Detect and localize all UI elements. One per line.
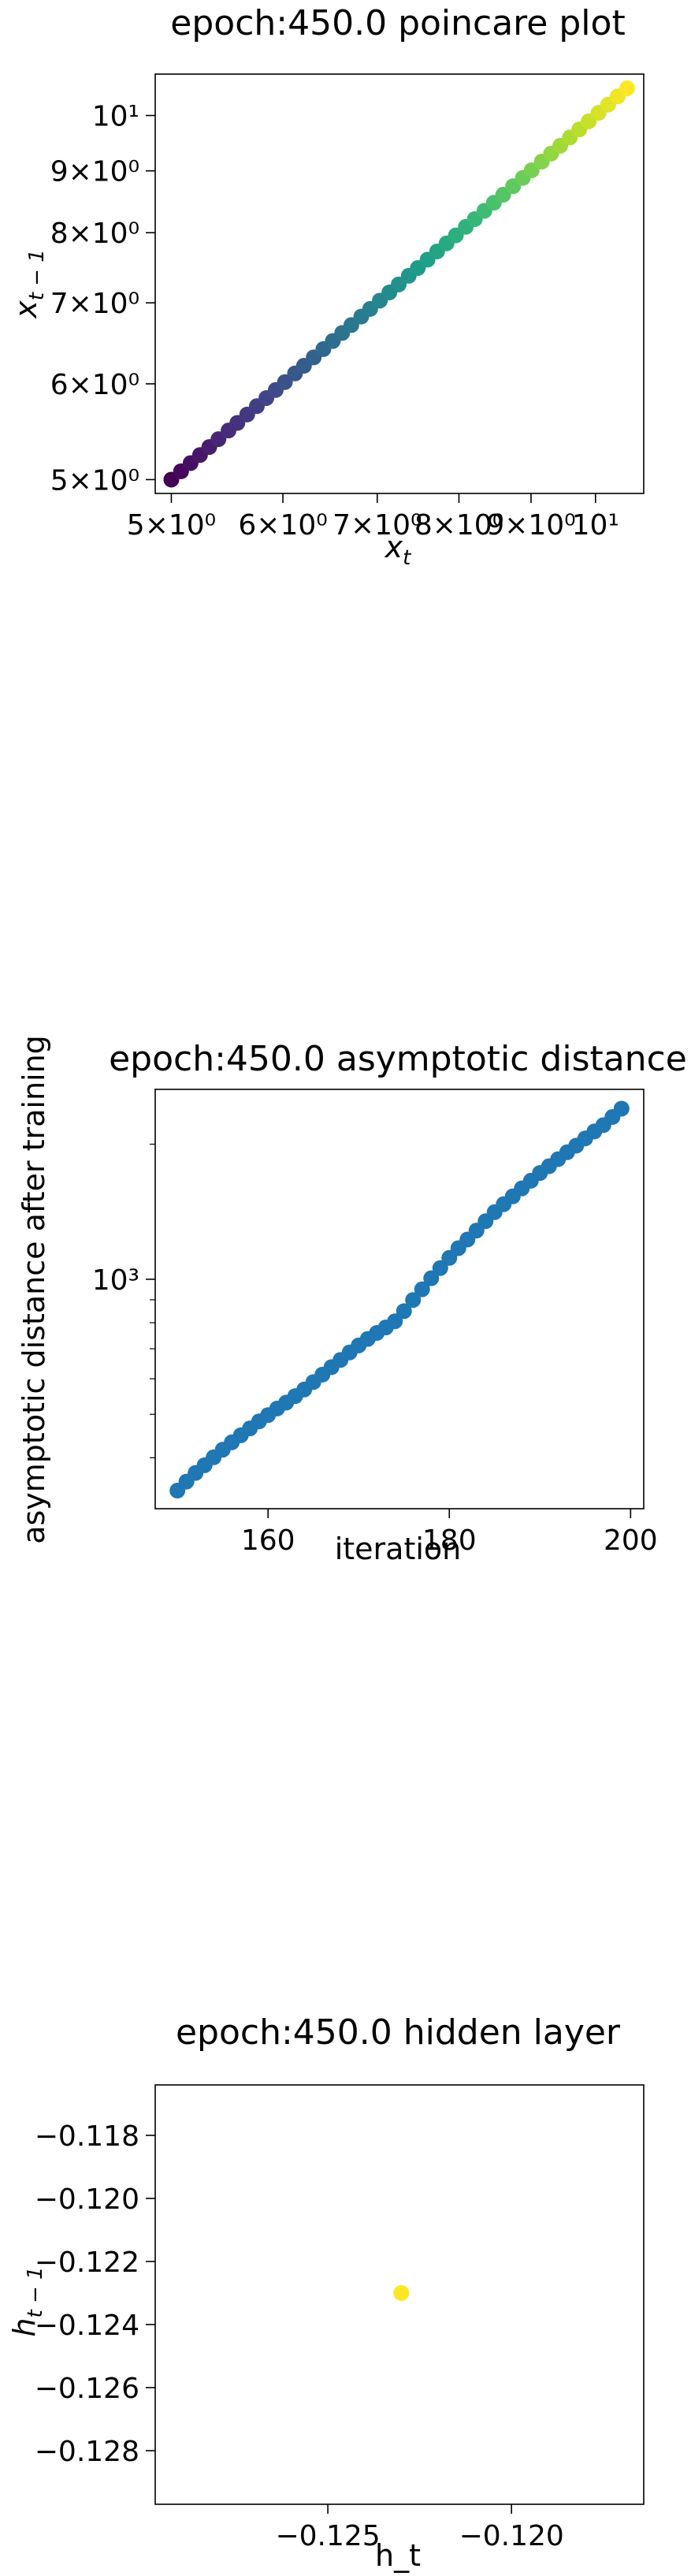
x-tick-label: 8×10⁰ — [414, 509, 503, 542]
y-axis-label: ht − 1 — [7, 2266, 47, 2336]
x-tick-label: 10¹ — [572, 509, 619, 542]
x-tick-label: 200 — [604, 1524, 658, 1557]
chart-poincare: epoch:450.0 poincare plot 5×10⁰ 6×10⁰ 7×10… — [9, 3, 645, 570]
plot-frame — [154, 2084, 645, 2505]
scatter-series — [393, 2285, 410, 2301]
x-axis-ticks: 160 180 200 — [241, 1509, 658, 1557]
x-axis-label: xt — [385, 530, 412, 570]
scatter-point — [405, 1292, 422, 1308]
scatter-series — [163, 80, 635, 488]
y-tick-label: 9×10⁰ — [50, 156, 139, 188]
x-tick-label: 160 — [241, 1524, 295, 1557]
scatter-point — [393, 2285, 410, 2301]
y-tick-label: −0.126 — [35, 2373, 139, 2405]
y-axis-label: xt − 1 — [9, 249, 49, 319]
y-tick-label: 8×10⁰ — [50, 218, 139, 250]
y-tick-label: −0.124 — [35, 2310, 139, 2342]
y-axis-ticks: 5×10⁰ 6×10⁰ 7×10⁰ 8×10⁰ 9×10⁰ 10¹ — [50, 101, 155, 497]
x-tick-label: −0.125 — [275, 2520, 380, 2552]
y-tick-label: 10³ — [92, 1264, 139, 1297]
scatter-point — [414, 1281, 430, 1297]
x-axis-label: iteration — [335, 1532, 462, 1566]
x-axis-ticks: −0.125 −0.120 — [275, 2504, 564, 2552]
y-tick-label: 5×10⁰ — [50, 464, 139, 497]
scatter-point — [619, 80, 635, 97]
y-axis-label: asymptotic distance after training — [17, 1035, 51, 1544]
y-tick-label: −0.122 — [35, 2247, 139, 2279]
chart-asymptotic-distance: epoch:450.0 asymptotic distance 160 180 20… — [17, 1035, 687, 1566]
scatter-point — [387, 1313, 403, 1330]
x-axis-label: h_t — [375, 2538, 421, 2573]
y-tick-label: −0.118 — [35, 2120, 139, 2153]
chart-title: epoch:450.0 poincare plot — [170, 3, 625, 43]
y-tick-label: −0.128 — [35, 2436, 139, 2468]
y-axis-ticks: −0.118 −0.120 −0.122 −0.124 −0.126 −0.128 — [35, 2120, 155, 2468]
y-tick-label: −0.120 — [35, 2183, 139, 2216]
scatter-point — [423, 1270, 440, 1286]
scatter-series — [169, 1100, 630, 1499]
chart-title: epoch:450.0 hidden layer — [176, 2012, 621, 2053]
x-tick-label: 6×10⁰ — [238, 509, 327, 542]
x-tick-label: 5×10⁰ — [127, 509, 216, 542]
chart-title: epoch:450.0 asymptotic distance — [109, 1039, 687, 1079]
x-tick-label: −0.120 — [459, 2520, 564, 2552]
plot-frame — [154, 1089, 645, 1509]
chart-hidden-layer: epoch:450.0 hidden layer −0.125 −0.120 −0… — [7, 2012, 645, 2573]
x-tick-label: 180 — [422, 1524, 477, 1557]
y-tick-label: 7×10⁰ — [50, 288, 139, 320]
x-tick-label: 9×10⁰ — [486, 509, 575, 542]
y-tick-label: 6×10⁰ — [50, 369, 139, 401]
scatter-point — [613, 1100, 630, 1117]
scatter-point — [432, 1260, 448, 1276]
x-tick-label: 7×10⁰ — [332, 509, 422, 542]
scatter-point — [396, 1303, 412, 1320]
plot-frame — [154, 73, 645, 494]
y-tick-label: 10¹ — [92, 101, 139, 133]
y-axis-ticks: 10³ — [92, 1143, 155, 1458]
